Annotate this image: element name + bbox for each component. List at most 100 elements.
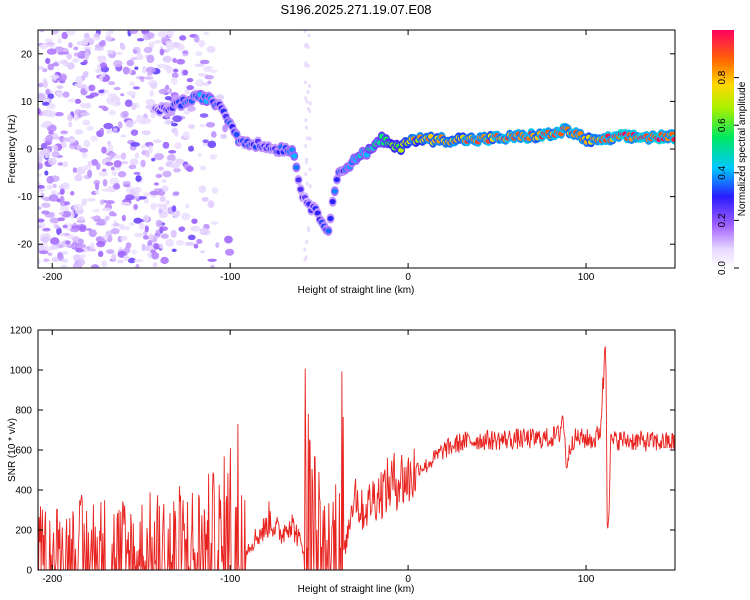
spectrogram-cell: [38, 93, 46, 101]
spectrogram-cell: [125, 186, 136, 195]
spectrogram-cell: [304, 255, 308, 260]
snr-y-label: SNR (10 * v/v): [7, 418, 18, 482]
spectrogram-cell: [140, 79, 145, 83]
spectrogram-cell: [105, 161, 114, 167]
spectrogram-cell: [169, 162, 180, 169]
spectrogram-cell: [47, 63, 55, 71]
spectrogram-cell: [67, 98, 76, 103]
spectrogram-cell: [103, 122, 114, 130]
spectrogram-cell: [160, 256, 169, 265]
spectrogram-cell: [38, 156, 43, 164]
spectrogram-cell: [143, 198, 149, 204]
spectrogram-cell: [62, 137, 70, 142]
spectrogram-cell: [48, 131, 54, 135]
spectrogram-cell: [59, 73, 68, 82]
spectrogram-cell: [183, 110, 191, 115]
spectrogram-cell: [120, 43, 126, 51]
spectrogram-cell: [43, 227, 51, 232]
spectrogram-cell: [150, 82, 158, 90]
spectrogram-cell: [306, 106, 310, 111]
spectrogram-cell: [172, 57, 177, 64]
spectrogram-cell: [144, 225, 149, 233]
spectrogram-cell: [304, 118, 308, 123]
spectrogram-cell: [38, 108, 41, 115]
spectrogram-y-tick-label: 10: [21, 97, 33, 108]
spectrogram-cell: [50, 190, 57, 196]
spectrogram-cell: [207, 258, 217, 262]
spectrogram-cell: [182, 50, 189, 55]
spectrogram-cell: [83, 32, 90, 40]
spectrogram-cell: [110, 166, 115, 171]
spectrogram-x-tick-label: -200: [42, 272, 62, 283]
snr-x-tick-label: 100: [578, 574, 595, 585]
spectrogram-cell: [102, 106, 109, 112]
spectrogram-cell: [56, 91, 62, 96]
spectrogram-x-tick-label: 0: [405, 272, 411, 283]
spectrogram-cell: [120, 235, 128, 241]
spectrogram-cell: [38, 184, 45, 189]
spectrogram-cell: [199, 59, 210, 65]
spectrogram-cell: [108, 210, 116, 217]
spectrogram-cell: [203, 31, 210, 36]
spectrogram-cell: [303, 43, 307, 48]
spectrogram-cell: [62, 224, 68, 229]
spectrogram-cell: [128, 221, 135, 227]
snr-x-tick-label: -100: [220, 574, 240, 585]
spectrogram-cell: [74, 129, 84, 135]
spectrogram-cell: [45, 57, 51, 65]
spectrogram-cell: [45, 134, 54, 143]
spectrogram-cell: [38, 243, 48, 251]
colorbar-tick-label: 0.0: [717, 261, 728, 275]
snr-x-ticks: -200 -100 0 100: [42, 330, 595, 585]
spectrogram-cell: [146, 66, 156, 74]
spectrogram-cell: [95, 68, 102, 73]
spectrogram-cell: [105, 35, 112, 42]
spectrogram-cell: [202, 139, 209, 144]
spectrogram-cell: [122, 110, 129, 118]
spectrogram-cell: [86, 125, 94, 132]
spectrogram-cell: [164, 95, 172, 101]
spectrogram-cell: [87, 248, 97, 252]
spectrogram-cell: [191, 218, 198, 224]
spectrogram-cell: [106, 128, 113, 134]
spectrogram-cell: [308, 101, 312, 106]
spectrogram-cell: [129, 158, 139, 166]
snr-y-tick-label: 800: [15, 406, 32, 417]
spectrogram-cell: [136, 114, 141, 119]
colorbar-tick-label: 0.8: [717, 70, 728, 84]
spectrogram-cell: [113, 160, 122, 168]
spectrogram-cell: [158, 208, 163, 214]
spectrogram-cell: [40, 236, 50, 243]
spectrogram-cell: [46, 184, 55, 190]
spectrogram-cell: [205, 121, 216, 128]
spectrogram-cell: [150, 112, 156, 119]
spectrogram-cell: [75, 76, 83, 84]
spectrogram-cell: [122, 181, 131, 185]
spectrogram-cell: [167, 32, 174, 38]
spectrogram-ridge-cell: [325, 228, 332, 234]
spectrogram-cell: [41, 202, 51, 208]
spectrogram-ridge-layer: [151, 89, 675, 236]
spectrogram-cell: [161, 179, 167, 183]
spectrogram-cell: [120, 152, 127, 160]
spectrogram-cell: [77, 263, 83, 268]
spectrogram-cell: [40, 142, 48, 150]
spectrogram-cell: [66, 244, 76, 249]
spectrogram-cell: [128, 164, 137, 170]
spectrogram-cell: [163, 64, 171, 71]
spectrogram-cell: [124, 99, 133, 107]
spectrogram-cell: [101, 146, 107, 154]
spectrogram-cell: [152, 139, 163, 144]
spectrogram-cell: [162, 141, 170, 149]
spectrogram-cell: [100, 71, 106, 78]
spectrogram-cell: [70, 191, 75, 196]
spectrogram-cell: [188, 124, 196, 129]
spectrogram-cell: [194, 51, 203, 56]
snr-x-tick-label: 0: [405, 574, 411, 585]
spectrogram-cell: [117, 171, 127, 178]
spectrogram-cell: [59, 205, 70, 213]
spectrogram-cell: [42, 80, 48, 88]
spectrogram-cell: [38, 218, 45, 223]
spectrogram-cell: [224, 248, 235, 256]
spectrogram-cell: [71, 57, 80, 63]
